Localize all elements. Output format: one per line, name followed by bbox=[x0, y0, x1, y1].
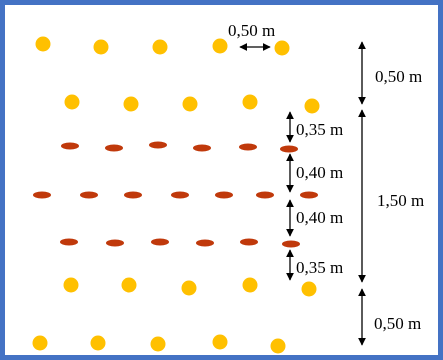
yellow-plant bbox=[304, 98, 320, 114]
red-plant bbox=[105, 144, 123, 152]
red-plant bbox=[280, 145, 298, 153]
yellow-plant bbox=[63, 277, 79, 293]
section-middle-label: 1,50 m bbox=[377, 191, 424, 210]
yellow-plant bbox=[123, 96, 139, 112]
section-top-label: 0,50 m bbox=[375, 67, 422, 86]
yellow-plant bbox=[270, 338, 286, 354]
red-plant bbox=[124, 191, 142, 199]
red-plant bbox=[239, 143, 257, 151]
red-plant bbox=[171, 191, 189, 199]
yellow-plant bbox=[212, 334, 228, 350]
yellow-plant bbox=[35, 36, 51, 52]
yellow-plant bbox=[212, 38, 228, 54]
yellow-plant bbox=[181, 280, 197, 296]
red-plant bbox=[215, 191, 233, 199]
yellow-plant bbox=[90, 335, 106, 351]
yellow-plant bbox=[93, 39, 109, 55]
red-plant bbox=[149, 141, 167, 149]
red-plant bbox=[61, 142, 79, 150]
yellow-plant bbox=[64, 94, 80, 110]
red-plant bbox=[106, 239, 124, 247]
yellow-plant bbox=[121, 277, 137, 293]
red-plant bbox=[196, 239, 214, 247]
section-bottom-label: 0,50 m bbox=[374, 314, 421, 333]
yellow-plant bbox=[182, 96, 198, 112]
gap-a-label: 0,35 m bbox=[296, 120, 343, 139]
top-spacing-label: 0,50 m bbox=[228, 21, 275, 40]
gap-c-label: 0,40 m bbox=[296, 208, 343, 227]
red-plant bbox=[193, 144, 211, 152]
gap-b-label: 0,40 m bbox=[296, 163, 343, 182]
yellow-plant bbox=[242, 94, 258, 110]
red-plant bbox=[33, 191, 51, 199]
red-plant bbox=[256, 191, 274, 199]
red-plant bbox=[151, 238, 169, 246]
red-plant bbox=[240, 238, 258, 246]
red-plant-rows bbox=[33, 141, 318, 248]
gap-d-label: 0,35 m bbox=[296, 258, 343, 277]
yellow-plant bbox=[274, 40, 290, 56]
red-plant bbox=[80, 191, 98, 199]
yellow-plant-rows bbox=[32, 36, 320, 354]
yellow-plant bbox=[242, 277, 258, 293]
red-plant bbox=[300, 191, 318, 199]
yellow-plant bbox=[152, 39, 168, 55]
yellow-plant bbox=[150, 336, 166, 352]
red-plant bbox=[282, 240, 300, 248]
yellow-plant bbox=[301, 281, 317, 297]
red-plant bbox=[60, 238, 78, 246]
yellow-plant bbox=[32, 335, 48, 351]
